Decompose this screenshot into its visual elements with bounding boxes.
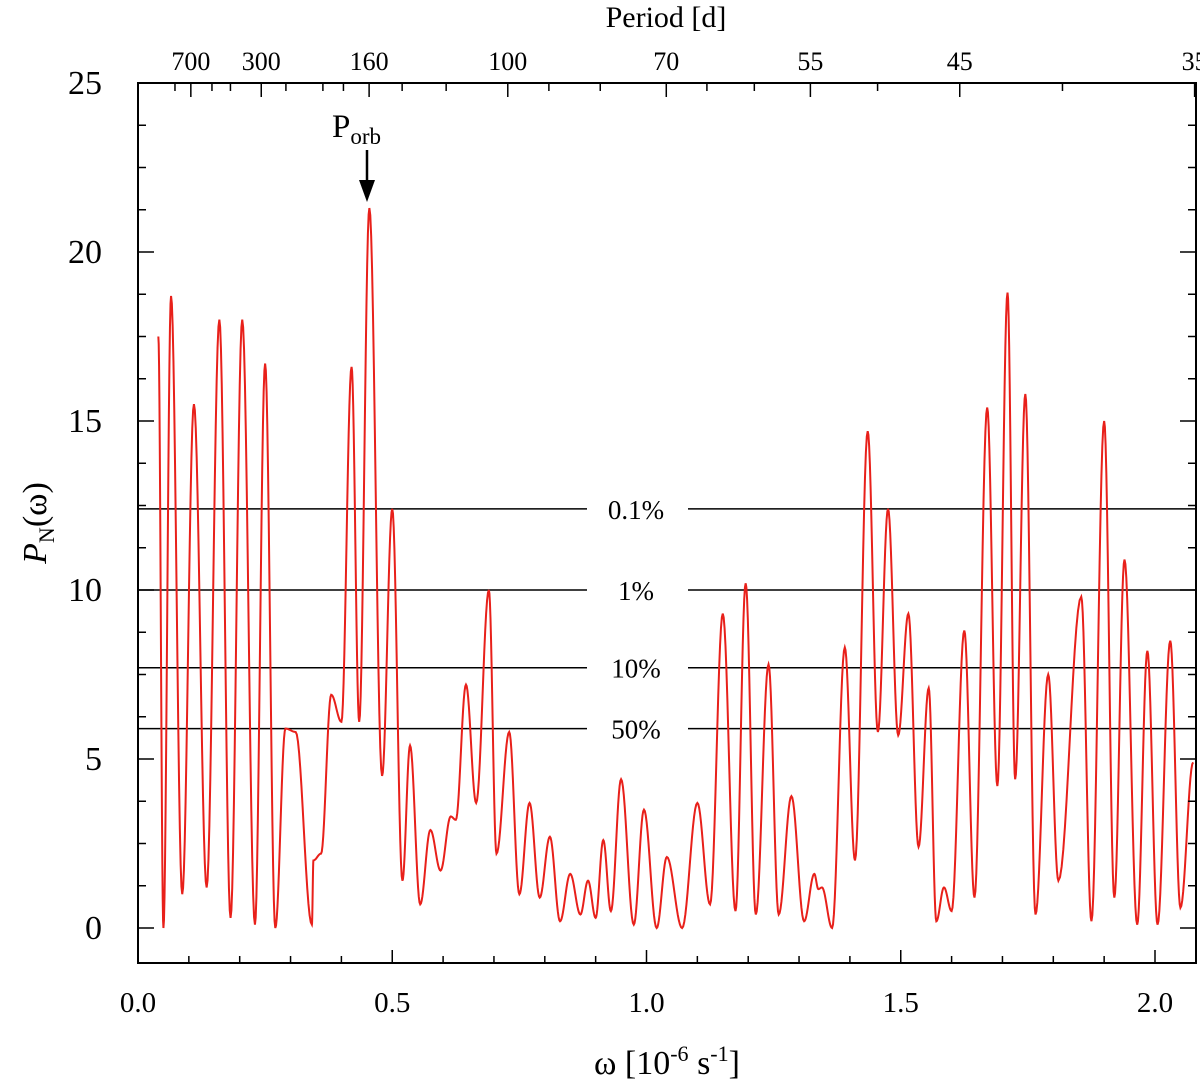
significance-label: 1%	[618, 576, 654, 606]
x-tick-label: 1.5	[883, 987, 919, 1019]
x-tick-label: 1.0	[628, 987, 664, 1019]
significance-label: 50%	[611, 715, 661, 745]
top-tick-label: 300	[242, 47, 281, 76]
y-tick-label: 10	[68, 572, 102, 609]
top-tick-label: 700	[171, 47, 210, 76]
x-tick-label: 0.0	[120, 987, 156, 1019]
y-tick-label: 25	[68, 65, 102, 102]
top-tick-label: 45	[947, 47, 973, 76]
annotation-arrow-head	[359, 180, 375, 202]
y-axis-title: PN(ω)	[17, 482, 59, 565]
significance-labels: 0.1% 1% 10% 50%	[608, 495, 664, 745]
top-tick-label: 55	[797, 47, 823, 76]
x-tick-label: 2.0	[1137, 987, 1173, 1019]
x-tick-label: 0.5	[374, 987, 410, 1019]
top-tick-label: 70	[653, 47, 679, 76]
annotation-label: Porb	[332, 109, 381, 149]
top-axis-title: Period [d]	[606, 1, 727, 34]
x-axis: 0.0 0.5 1.0 1.5 2.0	[120, 950, 1173, 1019]
plot-frame	[137, 82, 1197, 964]
y-tick-label: 5	[85, 741, 102, 778]
annotation-porb: Porb	[332, 109, 381, 202]
x-axis-title: ω [10-6 s-1]	[594, 1041, 740, 1082]
significance-lines	[138, 508, 1196, 730]
significance-label: 10%	[611, 654, 661, 684]
top-tick-label: 100	[488, 47, 527, 76]
top-tick-label: 160	[350, 47, 389, 76]
y-axis: 0 5 10 15 20 25	[68, 65, 1196, 947]
y-tick-label: 20	[68, 234, 102, 271]
y-tick-label: 0	[85, 910, 102, 947]
y-tick-label: 15	[68, 403, 102, 440]
series-line-power	[157, 207, 1195, 930]
top-period-axis: 700 300 160 100 70 55 45 35	[171, 47, 1200, 97]
significance-label: 0.1%	[608, 495, 664, 525]
top-tick-label: 35	[1182, 47, 1200, 76]
